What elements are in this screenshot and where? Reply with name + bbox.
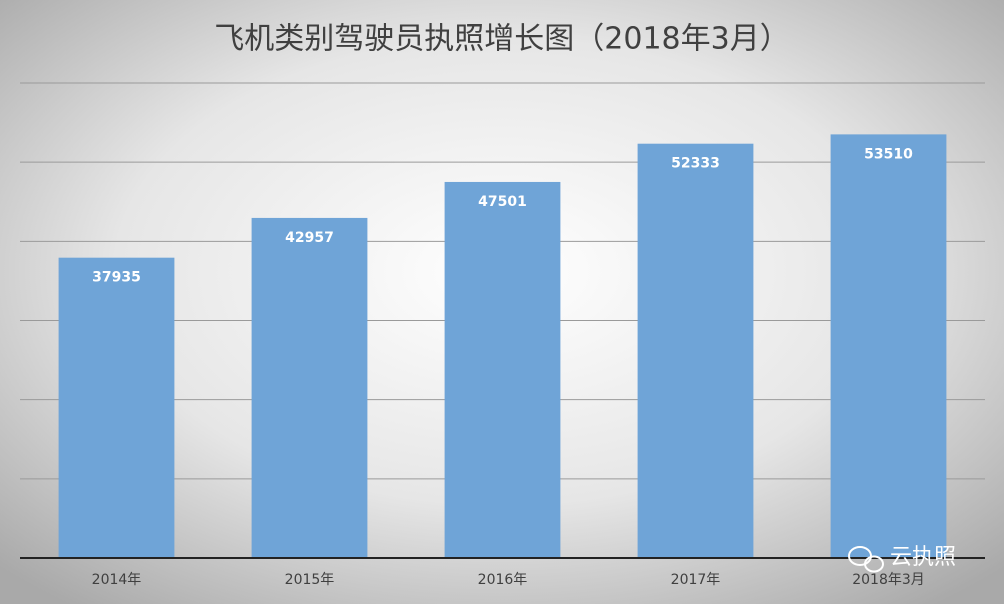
- watermark: 云执照: [890, 545, 956, 570]
- bar: [251, 217, 368, 558]
- value-label: 37935: [92, 270, 141, 286]
- x-tick-label: 2016年: [478, 572, 528, 588]
- bar: [637, 143, 754, 558]
- watermark-icon: [848, 546, 884, 573]
- x-tick-label: 2015年: [285, 572, 335, 588]
- value-label: 42957: [285, 230, 334, 246]
- value-label: 47501: [478, 194, 527, 210]
- chart-title: 飞机类别驾驶员执照增长图（2018年3月）: [214, 22, 789, 57]
- bar: [830, 134, 947, 559]
- bar: [58, 257, 175, 558]
- x-tick-label: 2018年3月: [852, 572, 925, 588]
- value-label: 52333: [671, 156, 720, 172]
- x-tick-label: 2017年: [671, 572, 721, 588]
- value-label: 53510: [864, 146, 913, 162]
- x-tick-label: 2014年: [92, 572, 142, 588]
- bar: [444, 181, 561, 558]
